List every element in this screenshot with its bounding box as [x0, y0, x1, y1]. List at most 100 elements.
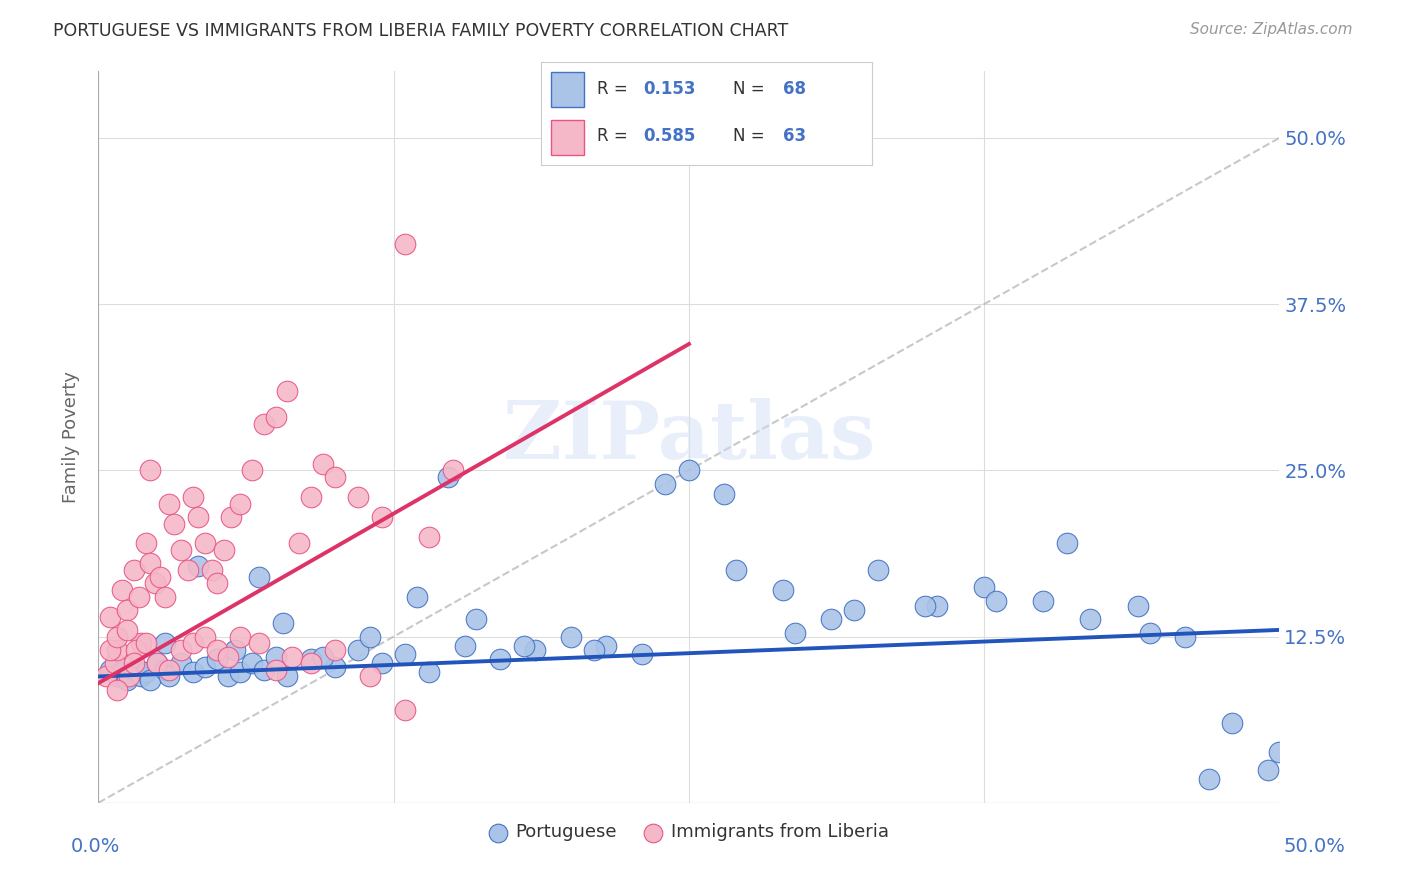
Point [973, 580, 995, 594]
Point [139, 673, 162, 688]
Point [1126, 599, 1149, 613]
Point [135, 665, 157, 680]
Point [253, 663, 276, 677]
Point [115, 673, 138, 688]
Point [312, 649, 335, 664]
Point [98, 663, 121, 677]
Point [201, 563, 224, 577]
Point [240, 463, 263, 477]
Point [170, 643, 193, 657]
Point [347, 490, 370, 504]
Point [135, 536, 157, 550]
Point [163, 516, 186, 531]
Point [224, 643, 246, 657]
Point [264, 410, 287, 425]
Point [94, 669, 117, 683]
Point [247, 636, 270, 650]
Point [135, 636, 157, 650]
Point [194, 630, 217, 644]
Point [418, 665, 440, 680]
Point [276, 669, 298, 683]
Point [143, 576, 166, 591]
Point [512, 639, 534, 653]
Point [288, 536, 311, 550]
Point [170, 656, 193, 670]
Point [181, 636, 204, 650]
Point [157, 663, 180, 677]
Point [1198, 772, 1220, 786]
Point [205, 652, 228, 666]
Point [105, 669, 128, 683]
Text: R =: R = [598, 80, 634, 98]
Point [418, 530, 440, 544]
Point [406, 590, 429, 604]
Point [394, 647, 416, 661]
Point [98, 643, 121, 657]
Text: ZIPatlas: ZIPatlas [503, 398, 875, 476]
Point [187, 559, 209, 574]
Point [595, 639, 617, 653]
Point [772, 582, 794, 597]
Point [359, 630, 381, 644]
Text: 50.0%: 50.0% [1284, 837, 1346, 855]
Point [524, 643, 547, 657]
Point [194, 660, 217, 674]
Point [217, 669, 239, 683]
Point [394, 237, 416, 252]
Point [371, 509, 394, 524]
Point [240, 656, 263, 670]
Point [229, 630, 252, 644]
Text: PORTUGUESE VS IMMIGRANTS FROM LIBERIA FAMILY POVERTY CORRELATION CHART: PORTUGUESE VS IMMIGRANTS FROM LIBERIA FA… [53, 22, 789, 40]
Point [219, 509, 242, 524]
Point [1056, 536, 1078, 550]
Point [299, 656, 322, 670]
Point [98, 609, 121, 624]
Point [253, 417, 276, 431]
Point [560, 630, 582, 644]
Point [264, 663, 287, 677]
Text: 0.153: 0.153 [644, 80, 696, 98]
Point [312, 457, 335, 471]
Point [1174, 630, 1197, 644]
Point [105, 643, 128, 657]
Point [129, 669, 152, 683]
Point [105, 682, 128, 697]
Point [177, 563, 200, 577]
Point [229, 665, 252, 680]
Point [654, 476, 676, 491]
Point [118, 669, 141, 683]
Point [139, 557, 162, 571]
Point [122, 563, 145, 577]
Point [149, 570, 172, 584]
Text: N =: N = [733, 128, 770, 145]
Point [984, 593, 1007, 607]
Point [153, 636, 176, 650]
Point [170, 543, 193, 558]
Point [271, 616, 294, 631]
Point [157, 669, 180, 683]
Point [153, 663, 176, 677]
Point [1080, 612, 1102, 626]
Point [104, 656, 127, 670]
Point [115, 623, 138, 637]
Point [128, 590, 150, 604]
Point [820, 612, 842, 626]
Text: 68: 68 [783, 80, 806, 98]
Point [1257, 763, 1279, 777]
Point [205, 576, 228, 591]
Point [347, 643, 370, 657]
Point [359, 669, 381, 683]
Point [914, 599, 936, 613]
Point [229, 497, 252, 511]
Point [153, 590, 176, 604]
Point [217, 649, 239, 664]
Point [323, 470, 346, 484]
Point [725, 563, 748, 577]
Point [371, 656, 394, 670]
Point [122, 663, 145, 677]
Point [276, 384, 298, 398]
Point [489, 652, 512, 666]
Text: 0.585: 0.585 [644, 128, 696, 145]
Point [394, 703, 416, 717]
Point [866, 563, 889, 577]
